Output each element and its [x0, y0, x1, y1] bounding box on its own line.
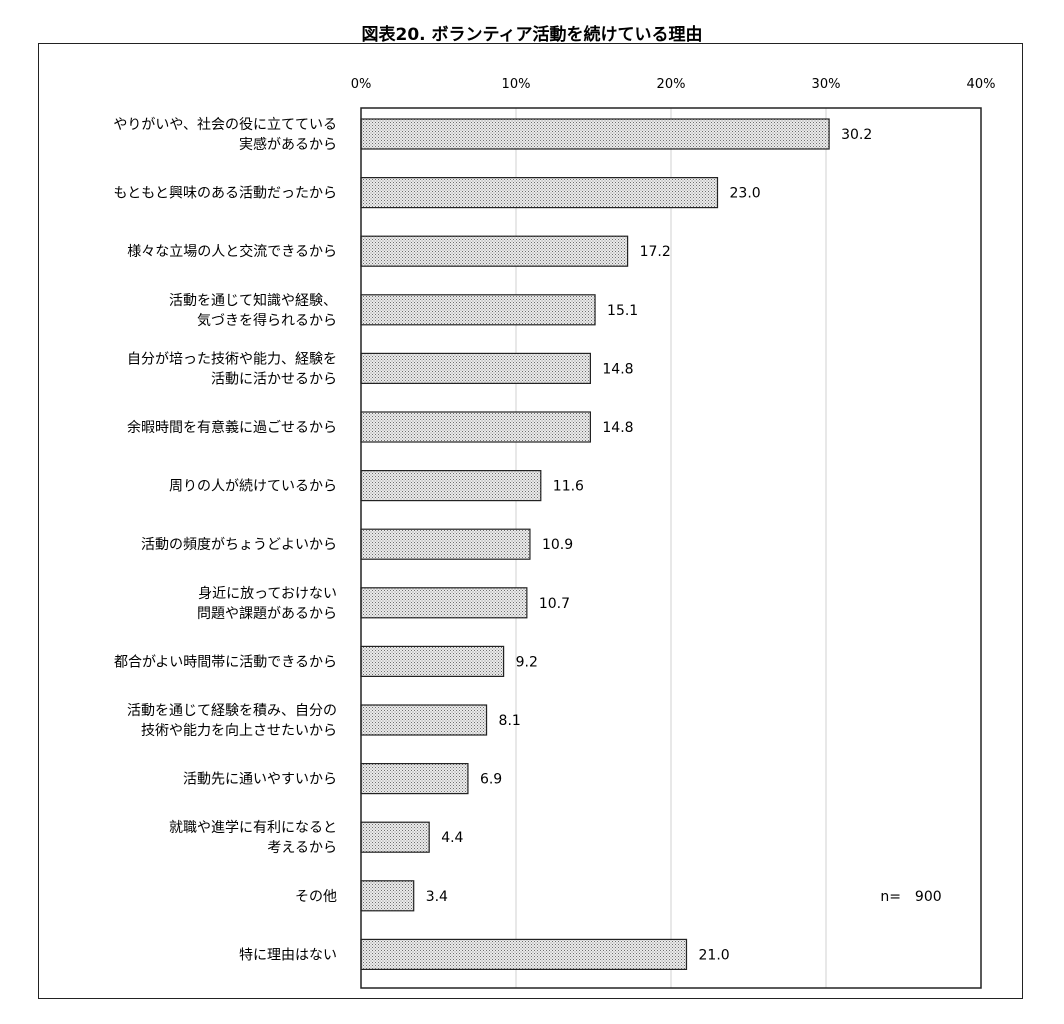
- category-label: 自分が培った技術や能力、経験を: [127, 351, 337, 367]
- category-label: 都合がよい時間帯に活動できるから: [114, 654, 337, 670]
- data-label: 10.7: [539, 596, 570, 612]
- x-tick-label: 0%: [351, 77, 372, 92]
- data-label: 15.1: [607, 303, 638, 319]
- bars: 30.2 23.0 17.2 15.1 14.8 14.8 11.6 10.9 10.7 9.2 8…: [360, 118, 872, 971]
- data-label: 23.0: [730, 186, 761, 202]
- x-tick-label: 10%: [502, 77, 531, 92]
- category-label: 就職や進学に有利になると: [169, 820, 337, 836]
- category-label: 考えるから: [267, 840, 337, 856]
- bar: [360, 294, 596, 326]
- x-axis-ticks: 0% 10% 20% 30% 40%: [351, 77, 996, 92]
- category-label: 活動の頻度がちょうどよいから: [141, 537, 337, 553]
- data-label: 21.0: [699, 947, 730, 963]
- data-label: 14.8: [602, 361, 633, 377]
- data-label: 11.6: [553, 479, 584, 495]
- bar: [360, 352, 591, 384]
- bar: [360, 762, 469, 795]
- category-label: 実感があるから: [239, 136, 337, 153]
- bar: [360, 528, 531, 560]
- category-label: もともと興味のある活動だったから: [114, 186, 337, 202]
- bar: [360, 118, 830, 150]
- x-tick-label: 20%: [657, 77, 686, 92]
- category-label: 活動を通じて知識や経験、: [169, 292, 337, 309]
- category-labels: やりがいや、社会の役に立てている実感があるからもともと興味のある活動だったから様…: [113, 117, 337, 963]
- category-label: 気づきを得られるから: [197, 312, 337, 329]
- data-label: 10.9: [542, 537, 573, 553]
- sample-size-note: n= 900: [880, 889, 941, 905]
- category-label: やりがいや、社会の役に立てている: [113, 117, 337, 133]
- category-label: 周りの人が続けているから: [169, 478, 337, 495]
- plot-area: [360, 107, 982, 989]
- data-label: 4.4: [441, 830, 463, 846]
- category-label: 活動を通じて経験を積み、自分の: [127, 703, 337, 719]
- category-label: 特に理由はない: [239, 947, 337, 963]
- bar: [360, 587, 528, 619]
- bar: [360, 177, 719, 209]
- data-label: 3.4: [426, 889, 448, 905]
- data-label: 6.9: [480, 772, 502, 788]
- category-label: 技術や能力を向上させたいから: [141, 723, 337, 739]
- bar: [360, 235, 629, 267]
- bar-chart: 0% 10% 20% 30% 40% 30.2 23.0 17.2 15.1 14.8 14.8 1…: [113, 77, 996, 989]
- bar: [360, 938, 688, 971]
- category-label: 様々な立場の人と交流できるから: [127, 243, 337, 260]
- bar: [360, 704, 488, 736]
- data-label: 17.2: [640, 244, 671, 260]
- bar: [360, 821, 430, 853]
- chart-frame: 0% 10% 20% 30% 40% 30.2 23.0 17.2 15.1 14.8 14.8 1…: [38, 43, 1023, 999]
- category-label: その他: [295, 889, 337, 905]
- category-label: 活動に活かせるから: [211, 371, 337, 387]
- bar: [360, 411, 591, 443]
- category-label: 活動先に通いやすいから: [183, 772, 337, 788]
- bar: [360, 645, 505, 678]
- data-label: 30.2: [841, 127, 872, 143]
- x-tick-label: 40%: [967, 77, 996, 92]
- bar: [360, 470, 542, 502]
- data-label: 14.8: [602, 420, 633, 436]
- bar: [360, 880, 415, 912]
- category-label: 身近に放っておけない: [198, 586, 337, 602]
- category-label: 余暇時間を有意義に過ごせるから: [127, 419, 337, 436]
- data-label: 9.2: [516, 654, 538, 670]
- data-label: 8.1: [499, 713, 521, 729]
- category-label: 問題や課題があるから: [197, 606, 337, 622]
- figure-title: 図表20. ボランティア活動を続けている理由: [361, 25, 703, 45]
- x-tick-label: 30%: [812, 77, 841, 92]
